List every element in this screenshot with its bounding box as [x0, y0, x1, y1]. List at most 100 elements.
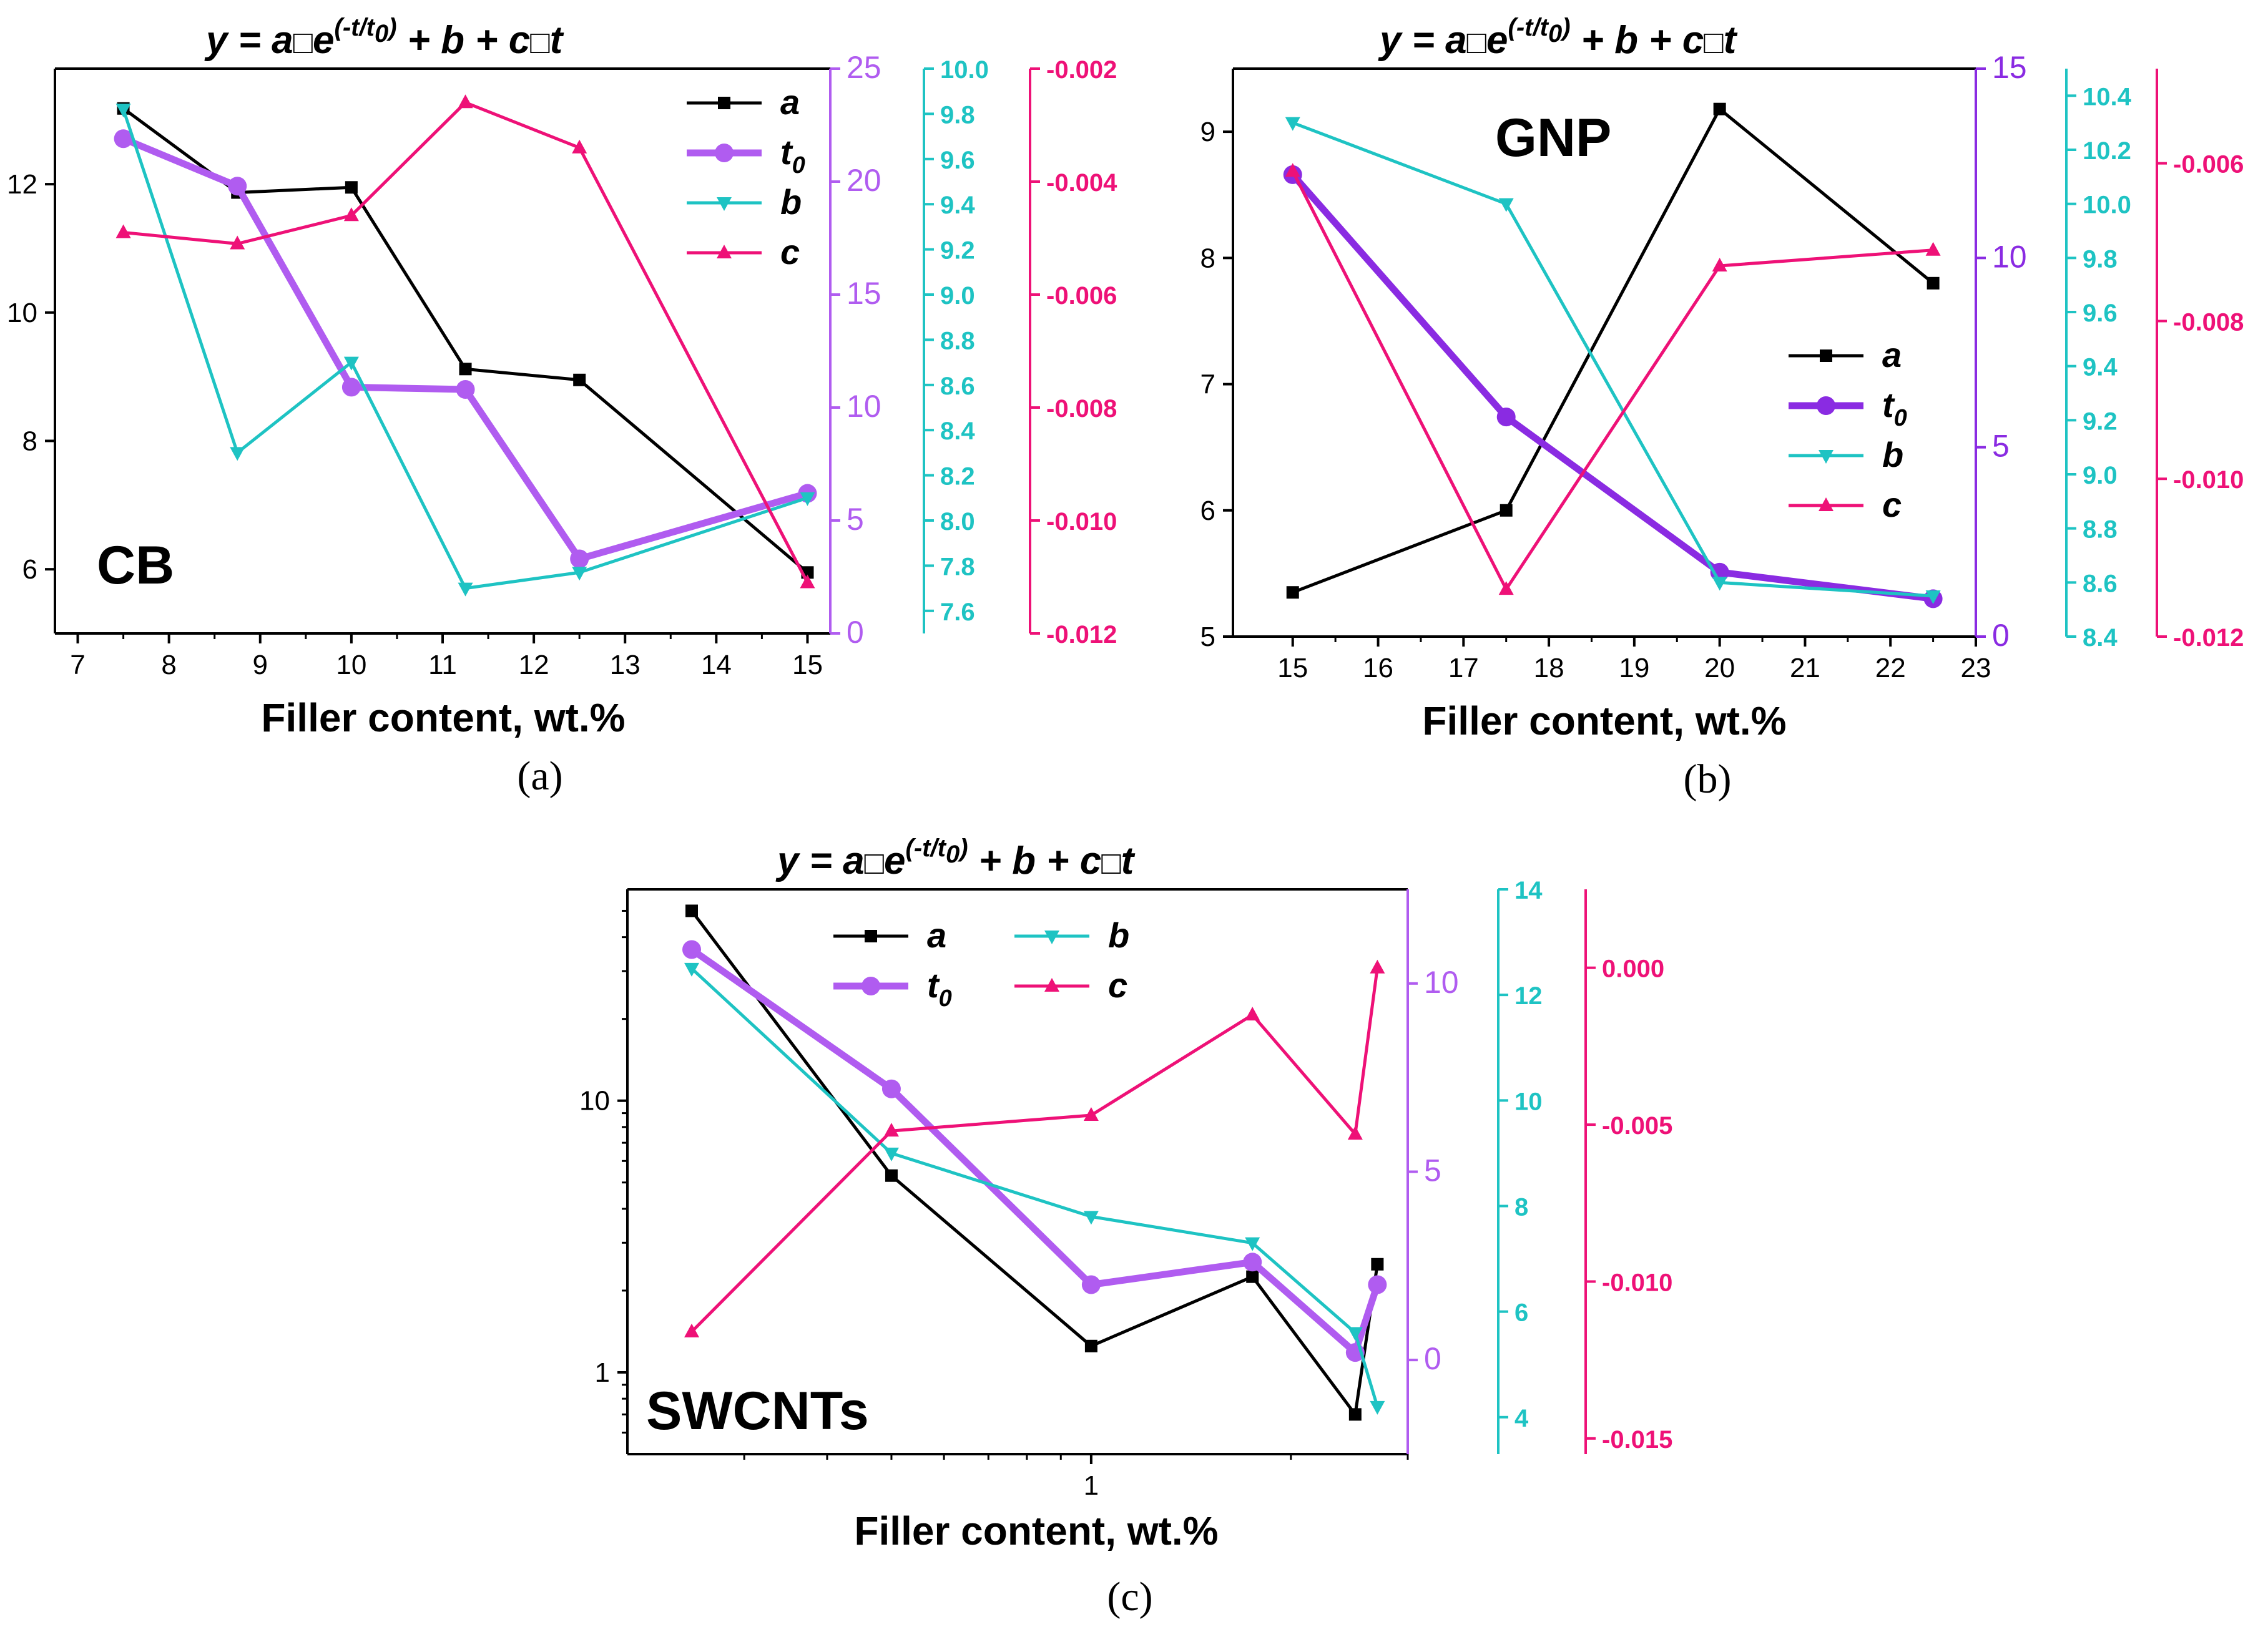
y-tick-label: -0.006	[1046, 282, 1117, 310]
data-point-b	[115, 104, 131, 118]
y-tick-label: 14	[1514, 877, 1543, 904]
y-axis-b: 7.6 7.8 8.0 8.2 8.4 8.6 8.8 9.0 9.2 9.4 9.6 9.8 10.0	[923, 56, 989, 633]
y-tick-label: -0.002	[1046, 56, 1117, 84]
legend-marker-a	[865, 930, 877, 942]
series-line-b	[1292, 121, 1933, 598]
panel-caption-b: (b)	[1684, 756, 1732, 802]
x-tick-label: 8	[161, 650, 176, 680]
y-tick-label: 8	[1200, 243, 1215, 273]
data-point-b	[343, 356, 359, 371]
y-axis-b: 4 6 8 10 12 14	[1497, 877, 1543, 1454]
y-tick-label: -0.010	[1046, 508, 1117, 535]
y-tick-label: -0.010	[1602, 1269, 1672, 1296]
series-b	[684, 962, 1385, 1415]
data-point-b	[572, 567, 587, 581]
data-point-c	[800, 574, 815, 589]
legend-marker-t0	[1817, 396, 1835, 415]
data-point-c	[572, 139, 587, 154]
y-tick-label: 5	[1200, 622, 1215, 652]
y-axis-a: 6 8 10 12	[7, 69, 56, 633]
legend: a b t0 c	[833, 916, 1129, 1012]
series-c	[115, 94, 815, 589]
y-tick-label: 10.2	[2083, 137, 2131, 165]
y-tick-label: 5	[847, 502, 864, 537]
data-point-a	[1246, 1270, 1259, 1283]
y-tick-label: 5	[1992, 429, 2010, 464]
data-point-t0	[228, 177, 247, 196]
legend-label-t0: t0	[1882, 385, 1907, 431]
y-tick-label: 0	[1992, 618, 2010, 653]
legend-label-a: a	[780, 82, 800, 122]
y-tick-label: -0.015	[1602, 1426, 1672, 1454]
y-tick-label: 0	[1424, 1341, 1441, 1376]
y-tick-label: 9.6	[940, 147, 975, 174]
y-tick-label: 10	[1992, 239, 2027, 274]
y-tick-label: 10	[7, 298, 37, 328]
y-tick-label: 9.2	[2083, 408, 2118, 435]
y-tick-label: 9	[1200, 117, 1215, 147]
data-point-c	[115, 224, 131, 238]
data-point-c	[1245, 1007, 1260, 1021]
legend-label-c: c	[1108, 965, 1127, 1005]
panel-inner-label: GNP	[1495, 108, 1611, 168]
panel-c: 1 1 10 0 5 10 4 6 8 10 12 14 -0.015 -0.010 -0.005 0.000…	[579, 877, 1672, 1553]
chart-title-a: y = a□e(-t/t0) + b + c□t	[204, 14, 564, 62]
data-point-c	[684, 1323, 700, 1337]
x-axis-label: Filler content, wt.%	[854, 1508, 1218, 1553]
x-tick-label: 9	[253, 650, 268, 680]
y-tick-label: 25	[847, 50, 881, 85]
y-tick-label: -0.008	[1046, 395, 1117, 423]
x-tick-label: 7	[70, 650, 85, 680]
y-tick-label: 9.0	[940, 282, 975, 310]
y-tick-label: -0.006	[2173, 151, 2244, 178]
y-axis-c: -0.012 -0.010 -0.008 -0.006 -0.004 -0.002	[1029, 56, 1117, 648]
data-point-c	[1083, 1107, 1099, 1121]
y-tick-label: 12	[1514, 982, 1543, 1010]
y-tick-label: 9.0	[2083, 462, 2118, 489]
series-a	[1286, 102, 1940, 599]
y-tick-label: -0.012	[2173, 624, 2244, 652]
series-line-t0	[689, 947, 1381, 1356]
series-t0	[1283, 165, 1943, 608]
legend-marker-c	[1819, 497, 1834, 511]
y-tick-label: 9.2	[940, 237, 975, 265]
y-tick-label: -0.012	[1046, 621, 1117, 648]
data-point-b	[1285, 117, 1300, 131]
data-point-c	[458, 94, 473, 109]
series-line-b	[690, 967, 1379, 1407]
y-tick-label: 9.4	[2083, 354, 2118, 381]
y-axis-t0: 0 5 10 15 20 25	[829, 50, 881, 650]
data-point-t0	[456, 380, 475, 399]
x-tick-label: 19	[1619, 653, 1649, 683]
series-line-a	[1292, 107, 1935, 594]
legend-marker-c	[717, 245, 732, 258]
y-tick-label: 10	[579, 1086, 610, 1116]
data-point-c	[883, 1123, 899, 1137]
data-point-b	[1347, 1327, 1363, 1341]
y-tick-label: 10	[1424, 965, 1459, 1000]
data-point-a	[1084, 1339, 1097, 1352]
legend-label-t0: t0	[780, 132, 805, 178]
series-a	[685, 904, 1384, 1421]
series-line-c	[123, 100, 809, 584]
data-point-c	[1712, 257, 1727, 271]
x-tick-label: 23	[1961, 653, 1991, 683]
x-tick-label: 10	[336, 650, 366, 680]
y-tick-label: 10.0	[940, 56, 989, 84]
x-tick-label: 15	[1277, 653, 1308, 683]
y-axis-a: 1 10	[579, 889, 629, 1454]
series-c	[1285, 163, 1941, 595]
y-tick-label: 0	[847, 615, 864, 650]
data-point-c	[1370, 959, 1385, 974]
series-c	[684, 959, 1385, 1337]
legend-label-a: a	[1882, 335, 1902, 374]
x-axis-label: Filler content, wt.%	[261, 695, 625, 740]
legend-marker-a	[1820, 349, 1832, 362]
data-point-c	[1347, 1126, 1363, 1140]
y-tick-label: 10.0	[2083, 192, 2131, 219]
y-tick-label: 15	[847, 276, 881, 311]
x-tick-label: 1	[1084, 1470, 1099, 1501]
data-point-a	[685, 904, 699, 917]
x-tick-label: 18	[1534, 653, 1564, 683]
legend-marker-t0	[862, 977, 880, 995]
